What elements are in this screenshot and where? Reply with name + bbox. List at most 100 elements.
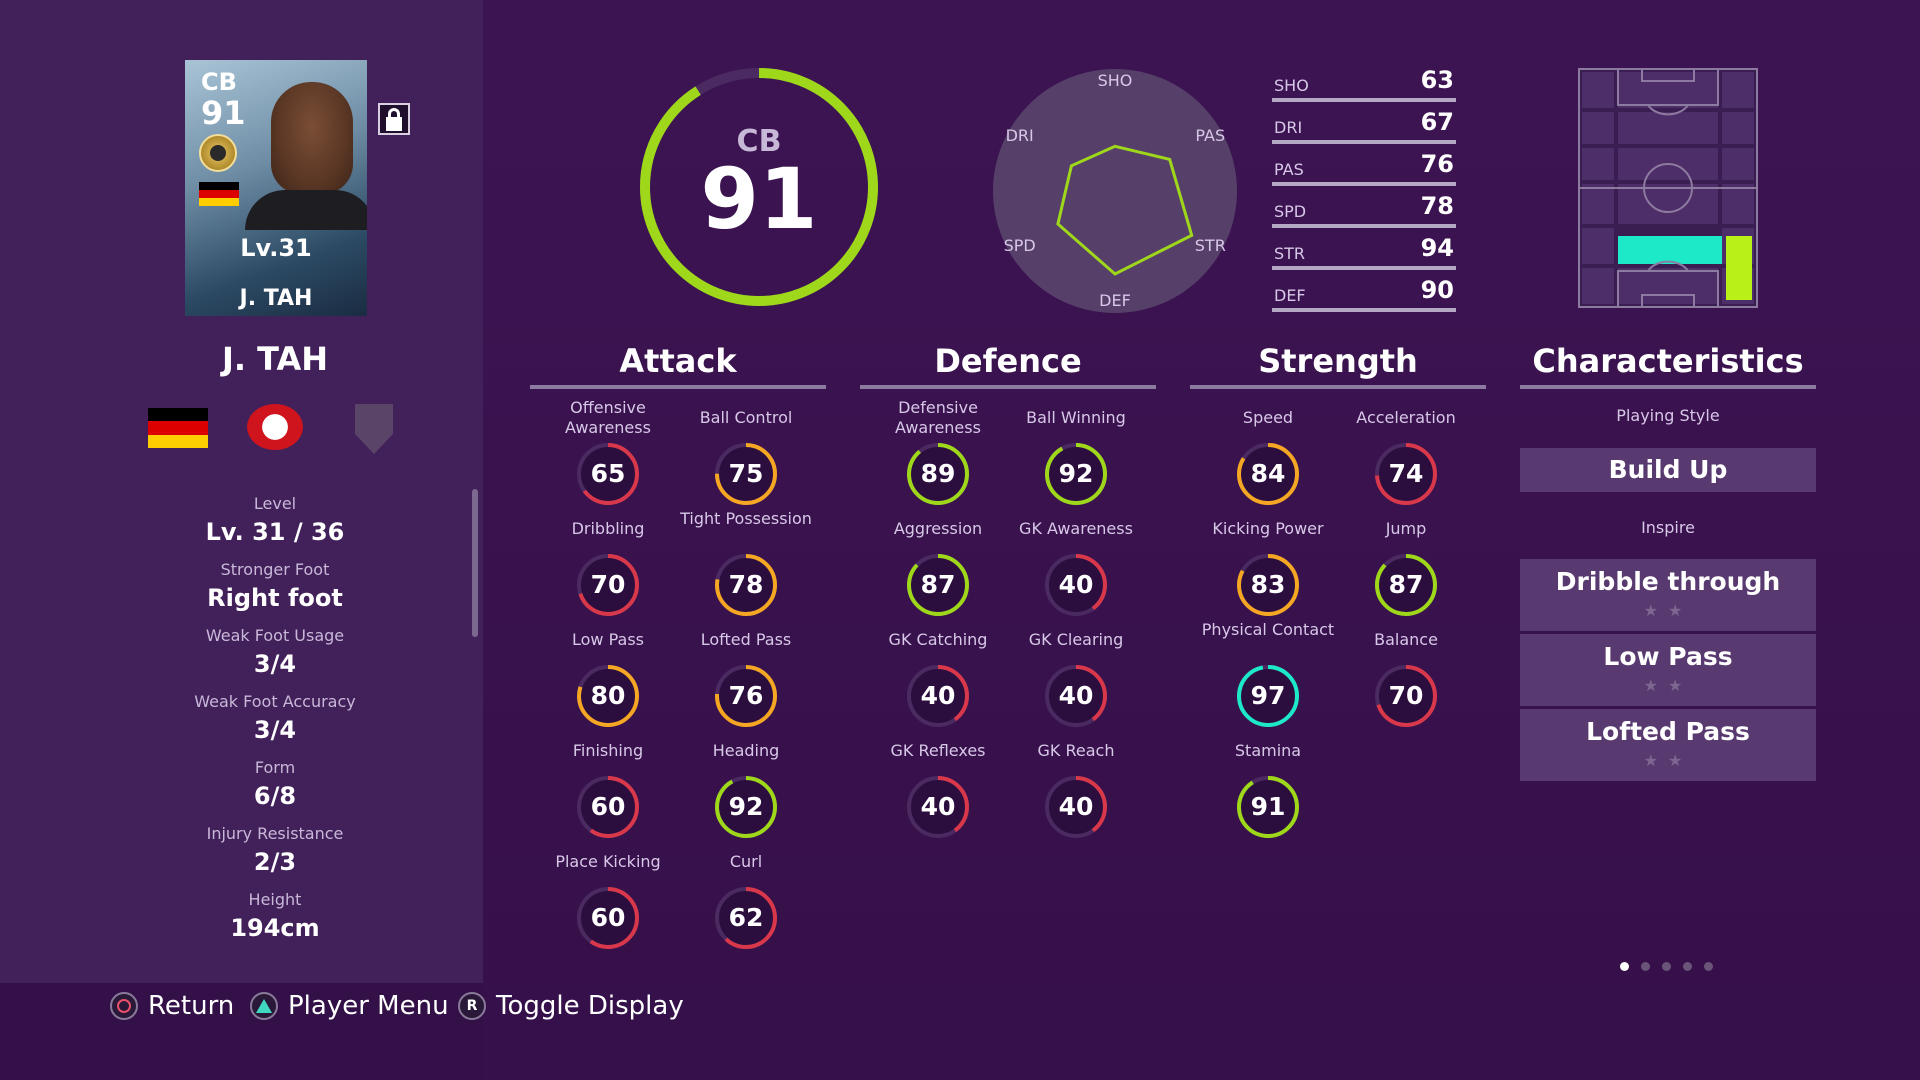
stat-value: 97 [1250,681,1286,710]
inspire-label: Inspire [1641,518,1695,537]
info-scrollbar[interactable] [472,489,478,637]
stat-value: 74 [1388,459,1424,488]
stat-bar-row: SPD 78 [1272,192,1456,228]
stat-label: Place Kicking [555,852,661,871]
stat-ring [1045,665,1107,727]
stat-bar-row: STR 94 [1272,234,1456,270]
stat-label: GK Catching [888,630,988,649]
lock-icon[interactable] [378,103,410,135]
page-dot[interactable] [1704,962,1713,971]
stat-ring [715,665,777,727]
info-label: Form [254,758,296,777]
radar-polygon [1056,144,1194,276]
stat-bar-label: PAS [1274,160,1304,179]
strength-title: Strength [1258,342,1418,380]
overall-position: CB [736,124,782,159]
info-value: 3/4 [253,716,297,744]
stat-label: Finishing [572,741,644,760]
stat-label: GK Reflexes [890,741,986,760]
stat-ring [577,443,639,505]
stat-value: 87 [1388,570,1424,599]
star-rating-icon: ★★ [1643,676,1693,695]
germany-flag-icon [199,182,239,206]
player-shoulders [245,190,367,230]
playing-style-box[interactable]: Build Up [1520,448,1816,492]
stat-ring [1375,443,1437,505]
page-dot[interactable] [1641,962,1650,971]
stat-ring [1237,776,1299,838]
stat-bar-label: STR [1274,244,1306,263]
stat-bar-label: SHO [1274,76,1309,95]
stat-value: 92 [728,792,764,821]
stat-ring [1045,443,1107,505]
circle-button-icon [110,992,138,1020]
return-button[interactable]: Return [110,990,234,1022]
player-portrait [271,82,353,194]
stat-ring [577,776,639,838]
stat-bar-value: 76 [1420,150,1454,178]
attack-divider [530,385,826,389]
player-menu-button[interactable]: Player Menu [250,990,449,1022]
characteristics-title: Characteristics [1532,342,1804,380]
defence-divider [860,385,1156,389]
secondary-position [1726,236,1752,300]
stat-value: 40 [920,792,956,821]
stat-value: 60 [590,792,626,821]
player-name: J. TAH [221,340,329,378]
stat-ring [1237,665,1299,727]
toggle-display-button[interactable]: R Toggle Display [458,990,684,1022]
playing-style-value: Build Up [1608,455,1728,484]
stat-label: Speed [1242,408,1294,427]
stat-value: 89 [920,459,956,488]
primary-position-cb [1618,236,1722,264]
info-value: 3/4 [253,650,297,678]
stat-value: 84 [1250,459,1286,488]
stat-bar-line [1272,224,1456,228]
toggle-display-label: Toggle Display [496,991,684,1021]
stat-label: Kicking Power [1212,519,1324,538]
stat-value: 83 [1250,570,1286,599]
info-value: 6/8 [253,782,297,810]
club-badge-icon [199,134,237,172]
page-dot[interactable] [1662,962,1671,971]
stat-value: 40 [920,681,956,710]
page-indicator[interactable] [1620,962,1713,971]
defence-title: Defence [934,342,1082,380]
stat-ring [715,443,777,505]
radar-axis-label: SPD [1004,236,1036,255]
stat-ring [907,665,969,727]
stat-ring [715,554,777,616]
characteristics-divider [1520,385,1816,389]
position-pitch-map[interactable] [1578,68,1758,308]
stat-label: Physical Contact [1201,620,1335,639]
stat-value: 62 [728,903,764,932]
stat-label: Aggression [893,519,983,538]
stat-ring [577,887,639,949]
player-card[interactable]: CB 91 Lv.31 J. TAH [185,60,367,316]
stat-label: Jump [1385,519,1427,538]
page-dot[interactable] [1620,962,1629,971]
radar-axis-label: SHO [1098,71,1133,90]
stat-label: Dribbling [571,519,645,538]
info-label: Stronger Foot [220,560,330,579]
radar-axis-label: STR [1195,236,1226,255]
stat-value: 40 [1058,570,1094,599]
page-dot[interactable] [1683,962,1692,971]
info-label: Level [253,494,297,513]
inspire-box[interactable]: Low Pass ★★ [1520,634,1816,706]
stat-ring [1045,554,1107,616]
radar-axis-label: DEF [1099,291,1131,310]
stat-bar-row: DRI 67 [1272,108,1456,144]
stat-label: Acceleration [1356,408,1456,427]
stat-value: 87 [920,570,956,599]
inspire-box[interactable]: Dribble through ★★ [1520,559,1816,631]
inspire-value: Dribble through [1555,567,1781,596]
stat-bar-value: 63 [1420,66,1454,94]
stat-value: 91 [1250,792,1286,821]
info-label: Injury Resistance [206,824,344,843]
radar-axis-label: PAS [1195,126,1225,145]
stat-bar-label: SPD [1274,202,1307,221]
stat-value: 70 [590,570,626,599]
stat-label: GK Reach [1037,741,1115,760]
inspire-box[interactable]: Lofted Pass ★★ [1520,709,1816,781]
